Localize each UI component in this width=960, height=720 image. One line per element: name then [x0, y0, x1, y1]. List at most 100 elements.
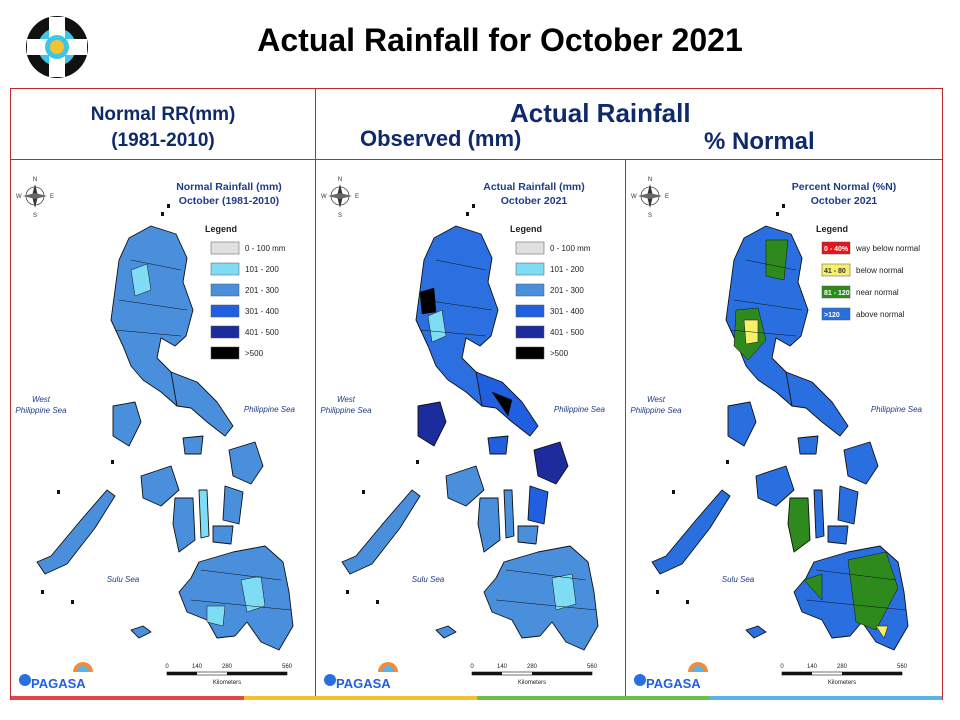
scale-unit: Kilometers: [518, 680, 546, 686]
small-island: [57, 490, 60, 494]
footer-stripe-segment: [243, 696, 477, 700]
sulu-sea-label: Sulu Sea: [412, 575, 445, 584]
sulu-sea-label: Sulu Sea: [722, 575, 755, 584]
islands-layer: [651, 204, 909, 651]
map-normal: N S E W Normal Rainfall (mm) October (1981-20…: [11, 160, 315, 700]
small-island: [71, 600, 74, 604]
legend-swatch: [515, 262, 545, 276]
scale-label-560: 560: [282, 664, 293, 670]
rainfall-region: [803, 573, 823, 601]
province-boundary: [745, 259, 797, 271]
scale-label-0: 0: [165, 664, 169, 670]
legend-range: 0 - 40%: [824, 246, 849, 253]
small-island: [362, 490, 365, 494]
scale-label-560: 560: [897, 664, 908, 670]
legend-swatch: [515, 346, 545, 360]
compass-north-label: N: [648, 177, 652, 183]
page-title: Actual Rainfall for October 2021: [257, 22, 743, 58]
legend-label: 401 - 500: [550, 328, 584, 337]
map-legend: Legend 0 - 40% way below normal 41 - 80 belo…: [816, 224, 920, 321]
rainfall-region: [847, 551, 899, 631]
legend-range: 81 - 120: [824, 290, 850, 297]
small-island: [686, 600, 689, 604]
map-canvas: N S E W Actual Rainfall (mm) October 2021 Lege…: [320, 177, 606, 691]
legend-label: 101 - 200: [245, 265, 279, 274]
legend-swatch: [821, 241, 851, 255]
north-arrow-icon: N S E W: [16, 177, 54, 219]
scale-label-280: 280: [222, 664, 233, 670]
scale-unit: Kilometers: [828, 680, 856, 686]
legend-swatch: [515, 304, 545, 318]
north-arrow-icon: N S E W: [631, 177, 669, 219]
legend-range: 41 - 80: [824, 268, 846, 275]
compass-east-label: E: [665, 194, 669, 200]
east-sea-label: Philippine Sea: [871, 405, 923, 414]
scale-label-280: 280: [837, 664, 848, 670]
province-boundary: [435, 259, 487, 271]
province-boundary: [419, 329, 487, 337]
island-masbate: [797, 435, 819, 455]
island-bohol: [827, 525, 849, 545]
map-title-line2: October 2021: [811, 195, 878, 207]
rainfall-region: [551, 573, 577, 611]
small-island: [41, 590, 44, 594]
island-sulu-isl: [130, 625, 152, 639]
legend-label: 201 - 300: [550, 286, 584, 295]
compass-west-label: W: [16, 194, 22, 200]
island-sulu-isl: [745, 625, 767, 639]
province-boundary: [805, 599, 907, 611]
map-title-line1: Actual Rainfall (mm): [483, 181, 585, 193]
province-boundary: [733, 299, 803, 311]
island-panay: [755, 465, 795, 507]
scale-unit: Kilometers: [213, 680, 241, 686]
percent-header: % Normal: [704, 128, 815, 155]
compass-north-label: N: [338, 177, 342, 183]
scale-label-0: 0: [780, 664, 784, 670]
island-bicol: [170, 371, 234, 437]
map-canvas: N S E W Percent Normal (%N) October 2021 Legen…: [630, 177, 923, 691]
scale-label-140: 140: [807, 664, 818, 670]
province-boundary: [423, 299, 493, 311]
compass-south-label: S: [648, 213, 652, 219]
pagasa-brand-icon: PAGASA: [324, 662, 398, 691]
legend-label: 301 - 400: [550, 307, 584, 316]
scale-label-280: 280: [527, 664, 538, 670]
compass-west-label: W: [321, 194, 327, 200]
legend-label: 201 - 300: [245, 286, 279, 295]
footer-stripe-segment: [709, 696, 942, 700]
island-palawan: [36, 489, 116, 575]
island-leyte: [527, 485, 549, 525]
west-sea-label-line2: Philippine Sea: [320, 406, 372, 415]
island-masbate: [487, 435, 509, 455]
island-samar: [533, 441, 569, 485]
island-negros: [172, 497, 196, 553]
footer-stripe-segment: [476, 696, 710, 700]
legend-range: >120: [824, 312, 840, 319]
compass-west-label: W: [631, 194, 637, 200]
small-island: [782, 204, 785, 208]
province-boundary: [729, 329, 797, 337]
legend-swatch: [210, 283, 240, 297]
island-bohol: [517, 525, 539, 545]
legend-label: 0 - 100 mm: [550, 244, 591, 253]
scale-label-560: 560: [587, 664, 598, 670]
scale-bar: 0 140 280 560 Kilometers: [780, 664, 907, 686]
compass-east-label: E: [50, 194, 54, 200]
small-island: [776, 212, 779, 216]
scale-bar: 0 140 280 560 Kilometers: [470, 664, 597, 686]
legend-label: below normal: [856, 266, 904, 275]
legend-swatch: [515, 241, 545, 255]
island-masbate: [182, 435, 204, 455]
island-bohol: [212, 525, 234, 545]
scale-bar: 0 140 280 560 Kilometers: [165, 664, 292, 686]
legend-swatch: [210, 346, 240, 360]
agency-label: PAGASA: [336, 676, 391, 691]
map-title-line2: October 2021: [501, 195, 568, 207]
legend-title: Legend: [205, 224, 237, 234]
legend-swatch: [821, 263, 851, 277]
island-panay: [140, 465, 180, 507]
east-sea-label: Philippine Sea: [554, 405, 606, 414]
legend-label: 401 - 500: [245, 328, 279, 337]
rainfall-region: [875, 625, 889, 639]
compass-east-label: E: [355, 194, 359, 200]
